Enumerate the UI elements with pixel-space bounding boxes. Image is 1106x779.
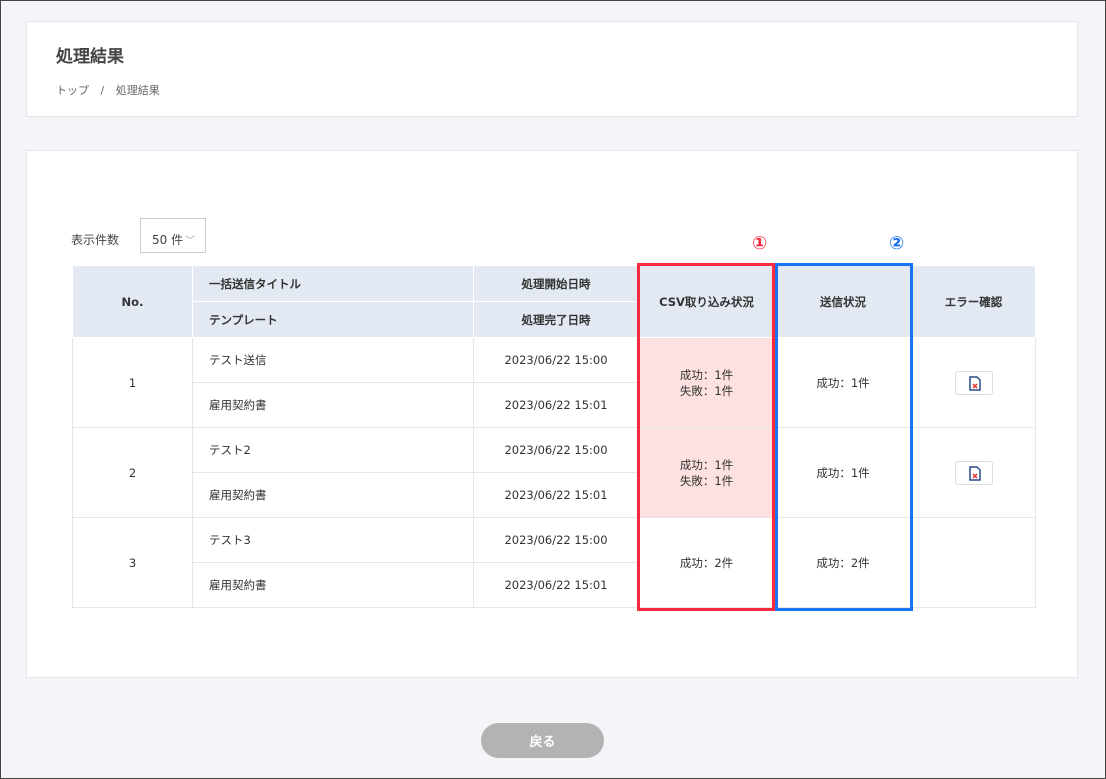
table-row-sub: 雇用契約書 2023/06/22 15:01	[73, 562, 1036, 608]
annotation-box-2	[775, 263, 913, 611]
row-no: 2	[72, 427, 193, 518]
error-file-icon	[968, 465, 981, 481]
csv-success: 成功：1件	[679, 457, 734, 472]
results-table: No. 一括送信タイトル 処理開始日時 CSV取り込み状況 送信状況 エラー確認…	[72, 265, 1036, 608]
row-title: テスト送信	[192, 337, 474, 383]
error-file-icon	[968, 375, 981, 391]
table-row: 3 テスト3 2023/06/22 15:00 成功：2件 成功：2件	[72, 517, 1036, 608]
csv-failure: 失敗：1件	[679, 383, 734, 398]
row-send-status: 成功：1件	[774, 337, 912, 428]
count-label: 表示件数	[71, 233, 120, 247]
annotation-number-1: ①	[752, 233, 768, 254]
header-error: エラー確認	[911, 265, 1036, 338]
csv-success: 成功：1件	[679, 367, 734, 382]
row-title: テスト2	[192, 427, 474, 473]
annotation-box-1	[637, 263, 775, 611]
breadcrumb-separator: /	[100, 84, 105, 97]
breadcrumb: トップ / 処理結果	[56, 82, 168, 98]
header-csv: CSV取り込み状況	[638, 265, 775, 338]
breadcrumb-current: 処理結果	[115, 84, 160, 97]
row-end: 2023/06/22 15:01	[473, 562, 639, 608]
error-file-button[interactable]	[954, 370, 993, 395]
header-template: テンプレート	[192, 301, 474, 338]
header-end: 処理完了日時	[473, 301, 639, 338]
chevron-down-icon: ﹀	[185, 236, 196, 247]
row-end: 2023/06/22 15:01	[473, 382, 639, 428]
results-card: 表示件数 50 件 ﹀ No. 一括送信タイトル 処理開始日時 CSV取り込み状況…	[26, 150, 1078, 678]
header-start: 処理開始日時	[473, 265, 639, 302]
row-error-check	[911, 427, 1036, 518]
csv-failure: 失敗：1件	[679, 473, 734, 488]
header-card: 処理結果 トップ / 処理結果	[26, 21, 1078, 117]
error-file-button[interactable]	[954, 460, 993, 485]
row-title: テスト3	[192, 517, 474, 563]
count-value: 50 件	[152, 233, 184, 247]
csv-success: 成功：2件	[679, 555, 734, 570]
row-template: 雇用契約書	[192, 472, 474, 518]
row-end: 2023/06/22 15:01	[473, 472, 639, 518]
count-select[interactable]: 50 件 ﹀	[140, 218, 206, 253]
row-csv-status: 成功：1件 失敗：1件	[638, 427, 775, 518]
row-error-check	[911, 337, 1036, 428]
header-title: 一括送信タイトル	[192, 265, 474, 302]
row-csv-status: 成功：1件 失敗：1件	[638, 337, 775, 428]
header-send: 送信状況	[774, 265, 912, 338]
back-button[interactable]: 戻る	[481, 723, 604, 758]
table-row-sub: 雇用契約書 2023/06/22 15:01	[73, 472, 1036, 518]
row-start: 2023/06/22 15:00	[473, 517, 639, 563]
row-error-check	[911, 517, 1036, 608]
breadcrumb-top[interactable]: トップ	[56, 84, 89, 97]
table-row: 2 テスト2 2023/06/22 15:00 成功：1件 失敗：1件 成功：1件	[72, 427, 1036, 518]
row-no: 3	[72, 517, 193, 608]
row-start: 2023/06/22 15:00	[473, 337, 639, 383]
page-title: 処理結果	[56, 47, 124, 67]
row-csv-status: 成功：2件	[638, 517, 775, 608]
row-send-status: 成功：1件	[774, 427, 912, 518]
header-no: No.	[72, 265, 193, 338]
row-no: 1	[72, 337, 193, 428]
annotation-number-2: ②	[889, 233, 905, 254]
row-template: 雇用契約書	[192, 382, 474, 428]
row-start: 2023/06/22 15:00	[473, 427, 639, 473]
row-template: 雇用契約書	[192, 562, 474, 608]
